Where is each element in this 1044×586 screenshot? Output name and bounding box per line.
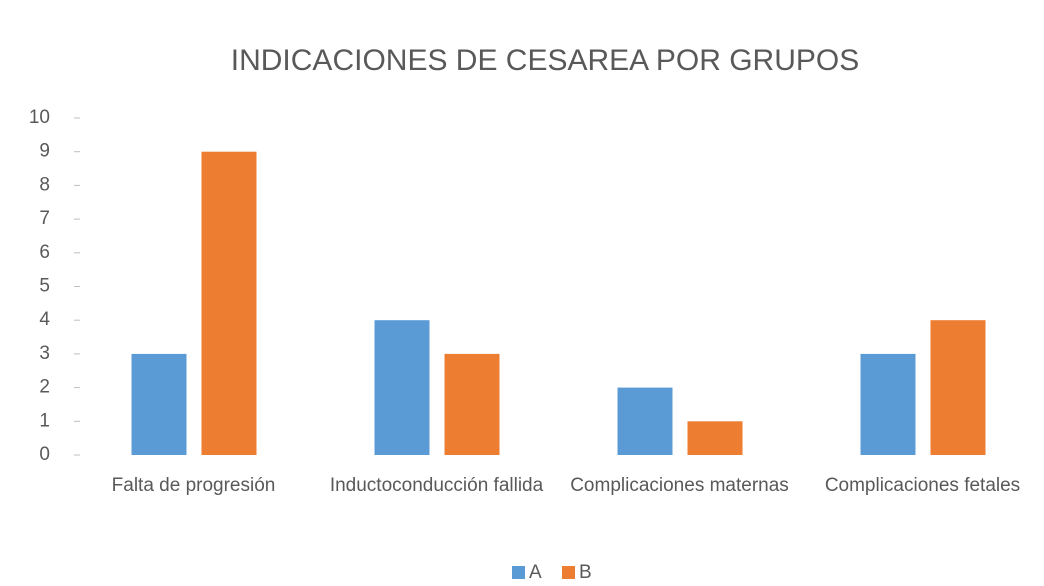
y-tick-label: 6 <box>39 242 50 263</box>
x-tick-label: Complicaciones fetales <box>825 475 1020 496</box>
bar <box>687 421 743 455</box>
bar <box>131 353 187 455</box>
y-tick-label: 9 <box>39 141 50 162</box>
bar <box>860 353 916 455</box>
y-tick-label: 3 <box>39 343 50 364</box>
y-tick-label: 1 <box>39 410 50 431</box>
bar <box>444 353 500 455</box>
x-tick-label: Falta de progresión <box>112 475 276 496</box>
legend-label: B <box>579 562 592 583</box>
legend-label: A <box>529 562 542 583</box>
y-tick-label: 7 <box>39 208 50 229</box>
y-tick-label: 5 <box>39 276 50 297</box>
bar <box>930 320 986 455</box>
bar <box>617 387 673 455</box>
chart-title: INDICACIONES DE CESAREA POR GRUPOS <box>231 44 859 77</box>
legend-swatch <box>562 566 575 579</box>
y-tick-label: 2 <box>39 377 50 398</box>
y-tick-label: 0 <box>39 444 50 465</box>
bar <box>374 320 430 455</box>
y-tick-label: 10 <box>29 107 50 128</box>
bar <box>201 151 257 455</box>
y-tick-label: 4 <box>39 309 50 330</box>
legend-swatch <box>512 566 525 579</box>
y-tick-label: 8 <box>39 174 50 195</box>
x-tick-label: Inductoconducción fallida <box>330 475 544 496</box>
x-tick-label: Complicaciones maternas <box>570 475 789 496</box>
